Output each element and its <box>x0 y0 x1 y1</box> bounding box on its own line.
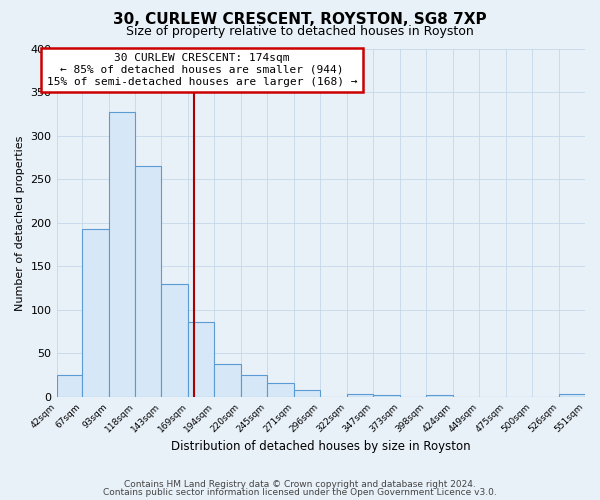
Bar <box>56 375 82 397</box>
Y-axis label: Number of detached properties: Number of detached properties <box>15 136 25 310</box>
Bar <box>373 396 400 397</box>
Bar <box>82 229 109 397</box>
Bar <box>214 364 241 397</box>
X-axis label: Distribution of detached houses by size in Royston: Distribution of detached houses by size … <box>171 440 470 452</box>
Bar <box>559 394 585 397</box>
Bar <box>241 375 268 397</box>
Bar <box>347 394 373 397</box>
Bar <box>268 383 294 397</box>
Text: Size of property relative to detached houses in Royston: Size of property relative to detached ho… <box>126 25 474 38</box>
Text: Contains HM Land Registry data © Crown copyright and database right 2024.: Contains HM Land Registry data © Crown c… <box>124 480 476 489</box>
Text: Contains public sector information licensed under the Open Government Licence v3: Contains public sector information licen… <box>103 488 497 497</box>
Bar <box>188 322 214 397</box>
Text: 30 CURLEW CRESCENT: 174sqm
← 85% of detached houses are smaller (944)
15% of sem: 30 CURLEW CRESCENT: 174sqm ← 85% of deta… <box>47 54 357 86</box>
Bar <box>294 390 320 397</box>
Text: 30, CURLEW CRESCENT, ROYSTON, SG8 7XP: 30, CURLEW CRESCENT, ROYSTON, SG8 7XP <box>113 12 487 26</box>
Bar <box>161 284 188 397</box>
Bar <box>109 112 136 397</box>
Bar <box>426 396 453 397</box>
Bar <box>136 166 161 397</box>
